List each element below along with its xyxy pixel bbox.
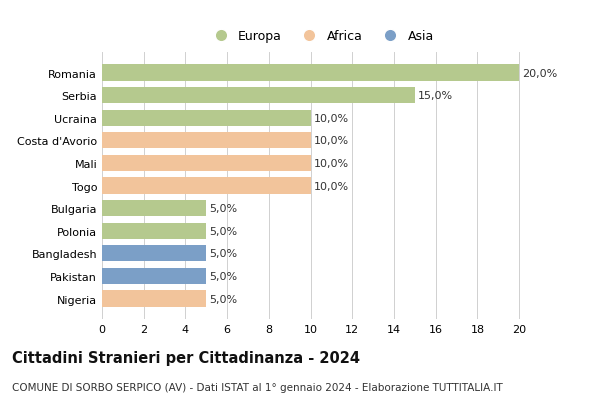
Bar: [102, 178, 311, 194]
Bar: [102, 110, 311, 126]
Bar: [102, 200, 206, 217]
Text: 10,0%: 10,0%: [314, 159, 349, 169]
Bar: [102, 291, 206, 307]
Bar: [102, 155, 311, 172]
Bar: [102, 246, 206, 262]
Text: Cittadini Stranieri per Cittadinanza - 2024: Cittadini Stranieri per Cittadinanza - 2…: [12, 350, 360, 365]
Legend: Europa, Africa, Asia: Europa, Africa, Asia: [203, 25, 439, 48]
Text: 10,0%: 10,0%: [314, 136, 349, 146]
Text: 5,0%: 5,0%: [209, 204, 238, 213]
Text: 5,0%: 5,0%: [209, 226, 238, 236]
Bar: [102, 65, 519, 81]
Text: 10,0%: 10,0%: [314, 113, 349, 124]
Bar: [102, 88, 415, 104]
Text: 10,0%: 10,0%: [314, 181, 349, 191]
Text: 5,0%: 5,0%: [209, 249, 238, 259]
Bar: [102, 223, 206, 239]
Text: 15,0%: 15,0%: [418, 91, 453, 101]
Bar: [102, 133, 311, 149]
Text: 5,0%: 5,0%: [209, 294, 238, 304]
Text: 20,0%: 20,0%: [522, 68, 557, 79]
Text: 5,0%: 5,0%: [209, 271, 238, 281]
Bar: [102, 268, 206, 284]
Text: COMUNE DI SORBO SERPICO (AV) - Dati ISTAT al 1° gennaio 2024 - Elaborazione TUTT: COMUNE DI SORBO SERPICO (AV) - Dati ISTA…: [12, 382, 503, 392]
